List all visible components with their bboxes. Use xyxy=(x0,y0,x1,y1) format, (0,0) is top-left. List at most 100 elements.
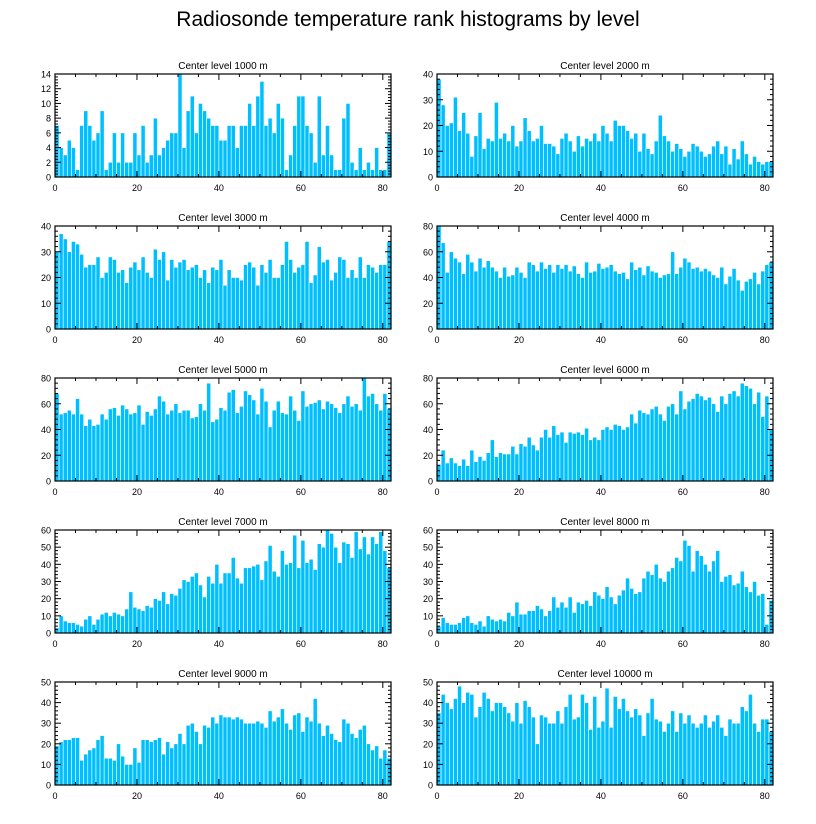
bar-series xyxy=(436,685,774,786)
bar xyxy=(444,702,450,786)
bar xyxy=(625,426,630,482)
bar xyxy=(308,132,314,178)
bar xyxy=(382,550,388,634)
bar xyxy=(465,254,471,330)
bar xyxy=(756,283,762,330)
bar xyxy=(189,95,195,178)
bar xyxy=(752,272,757,330)
bar xyxy=(506,453,512,482)
bar xyxy=(461,458,466,482)
bar xyxy=(666,722,671,786)
bar xyxy=(198,277,203,330)
x-tick-label: 60 xyxy=(678,639,688,649)
bar xyxy=(649,574,655,634)
x-tick-label: 60 xyxy=(678,335,688,345)
bar xyxy=(58,741,64,786)
bar xyxy=(120,755,125,786)
bar xyxy=(194,416,199,482)
bar xyxy=(189,722,195,786)
bar xyxy=(735,158,741,178)
bar xyxy=(226,572,232,634)
bar xyxy=(682,539,688,634)
bar xyxy=(608,429,614,482)
bar xyxy=(296,95,302,178)
bar xyxy=(592,270,598,330)
bar xyxy=(112,612,117,634)
bar xyxy=(222,284,228,330)
bar xyxy=(744,385,749,482)
bar xyxy=(764,264,770,330)
bar xyxy=(629,588,634,634)
bar xyxy=(300,390,306,482)
bar xyxy=(481,460,487,482)
bar xyxy=(263,727,269,786)
bar-series xyxy=(54,233,392,330)
bar xyxy=(83,753,89,786)
bar xyxy=(308,282,314,330)
bar xyxy=(284,169,289,178)
bar xyxy=(444,272,450,330)
bar xyxy=(588,439,594,482)
bar xyxy=(637,266,643,330)
bar xyxy=(637,591,643,634)
bar xyxy=(571,265,577,330)
bar xyxy=(641,412,647,482)
bar xyxy=(271,132,277,178)
x-tick-label: 40 xyxy=(596,639,606,649)
bar xyxy=(473,716,479,786)
bar xyxy=(255,284,261,330)
bar xyxy=(748,278,753,330)
bar xyxy=(321,408,326,482)
bar xyxy=(510,274,516,330)
bar xyxy=(304,241,310,330)
bar xyxy=(649,270,655,330)
bar xyxy=(555,606,561,634)
bar xyxy=(703,268,708,330)
bar xyxy=(616,273,622,330)
bar xyxy=(440,104,446,178)
bar xyxy=(727,393,733,482)
bar xyxy=(481,691,487,786)
x-tick-label: 0 xyxy=(52,487,57,497)
panel-title: Center level 10000 m xyxy=(557,669,652,680)
bar xyxy=(735,722,741,786)
bar xyxy=(547,722,553,786)
bar xyxy=(473,624,479,634)
bar xyxy=(341,541,347,634)
bar xyxy=(62,620,68,634)
bar xyxy=(694,393,700,482)
bar xyxy=(95,739,101,786)
bar xyxy=(653,140,659,178)
bar xyxy=(719,153,725,178)
bar xyxy=(173,594,179,634)
y-tick-label: 50 xyxy=(423,678,433,688)
bar xyxy=(436,78,442,178)
panel-title: Center level 8000 m xyxy=(560,517,650,528)
bar xyxy=(555,434,561,482)
y-tick-label: 50 xyxy=(41,543,51,553)
bar xyxy=(247,103,252,178)
bar xyxy=(616,425,622,482)
bar xyxy=(555,153,561,178)
bar xyxy=(559,268,565,330)
bar xyxy=(370,536,375,634)
bar xyxy=(625,130,630,178)
bar xyxy=(567,596,573,634)
bar xyxy=(185,724,191,786)
y-axis: 0 2 4 6 8 10 12 14 xyxy=(41,70,391,183)
chart-panel-3: Center level 3000 m 0 20 40 60 80 0 10 20 30 40 xyxy=(41,213,392,345)
bar xyxy=(506,712,512,786)
bar xyxy=(312,569,318,634)
y-axis: 0 20 40 60 80 xyxy=(423,374,773,487)
bar xyxy=(83,425,89,482)
bar xyxy=(165,413,171,482)
y-tick-label: 0 xyxy=(428,477,433,487)
bar xyxy=(756,731,762,786)
bar xyxy=(280,708,285,786)
bar xyxy=(181,409,187,482)
bar xyxy=(140,256,146,330)
bar xyxy=(547,264,553,330)
bar xyxy=(66,739,72,786)
bar xyxy=(682,156,688,178)
bar xyxy=(161,147,166,178)
